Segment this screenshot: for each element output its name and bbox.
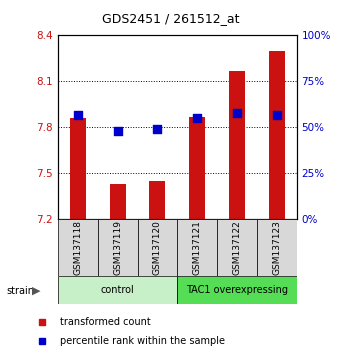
FancyBboxPatch shape	[177, 219, 217, 276]
Bar	[189, 117, 205, 219]
FancyBboxPatch shape	[257, 219, 297, 276]
Text: GSM137121: GSM137121	[193, 220, 202, 275]
FancyBboxPatch shape	[177, 276, 297, 304]
Text: GSM137122: GSM137122	[233, 221, 241, 275]
Point	[115, 128, 120, 134]
Bar	[110, 184, 125, 219]
Point	[234, 110, 240, 115]
Text: strain: strain	[7, 286, 35, 296]
Text: GDS2451 / 261512_at: GDS2451 / 261512_at	[102, 12, 239, 25]
Text: GSM137118: GSM137118	[73, 220, 83, 275]
Bar	[229, 71, 245, 219]
FancyBboxPatch shape	[217, 219, 257, 276]
Bar	[149, 181, 165, 219]
Text: ▶: ▶	[32, 286, 40, 296]
Point	[194, 115, 200, 121]
Text: TAC1 overexpressing: TAC1 overexpressing	[186, 285, 288, 295]
Point	[274, 112, 280, 118]
Point	[155, 126, 160, 132]
FancyBboxPatch shape	[98, 219, 137, 276]
Text: percentile rank within the sample: percentile rank within the sample	[60, 336, 225, 346]
Text: transformed count: transformed count	[60, 318, 151, 327]
Bar	[70, 118, 86, 219]
FancyBboxPatch shape	[58, 219, 98, 276]
FancyBboxPatch shape	[58, 276, 177, 304]
Text: control: control	[101, 285, 134, 295]
Text: GSM137120: GSM137120	[153, 220, 162, 275]
FancyBboxPatch shape	[137, 219, 177, 276]
Text: GSM137119: GSM137119	[113, 220, 122, 275]
Point	[75, 112, 80, 118]
Text: GSM137123: GSM137123	[272, 220, 281, 275]
Bar	[269, 51, 285, 219]
